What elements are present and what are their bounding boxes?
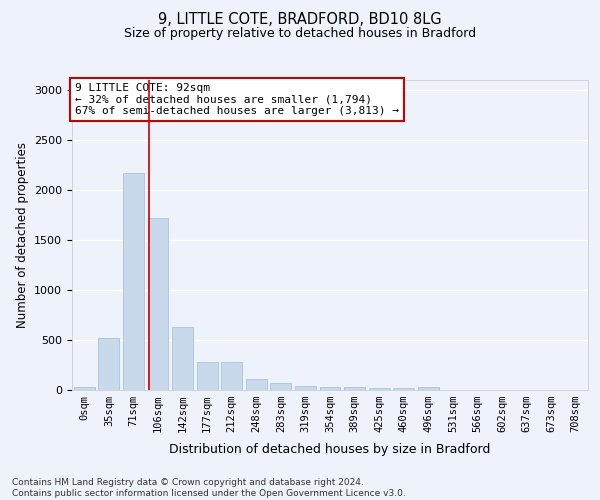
Bar [246, 378, 267, 390]
Bar [148, 218, 169, 390]
Bar [74, 387, 95, 390]
Text: Distribution of detached houses by size in Bradford: Distribution of detached houses by size … [169, 442, 491, 456]
Bar [271, 383, 292, 390]
Bar [295, 386, 316, 390]
Y-axis label: Number of detached properties: Number of detached properties [16, 142, 29, 328]
Text: 9 LITTLE COTE: 92sqm
← 32% of detached houses are smaller (1,794)
67% of semi-de: 9 LITTLE COTE: 92sqm ← 32% of detached h… [74, 83, 398, 116]
Bar [123, 172, 144, 390]
Bar [418, 387, 439, 390]
Bar [221, 362, 242, 390]
Bar [320, 387, 340, 390]
Bar [393, 388, 414, 390]
Text: 9, LITTLE COTE, BRADFORD, BD10 8LG: 9, LITTLE COTE, BRADFORD, BD10 8LG [158, 12, 442, 28]
Bar [98, 338, 119, 390]
Bar [197, 362, 218, 390]
Bar [344, 387, 365, 390]
Text: Size of property relative to detached houses in Bradford: Size of property relative to detached ho… [124, 28, 476, 40]
Text: Contains HM Land Registry data © Crown copyright and database right 2024.
Contai: Contains HM Land Registry data © Crown c… [12, 478, 406, 498]
Bar [172, 327, 193, 390]
Bar [368, 388, 389, 390]
